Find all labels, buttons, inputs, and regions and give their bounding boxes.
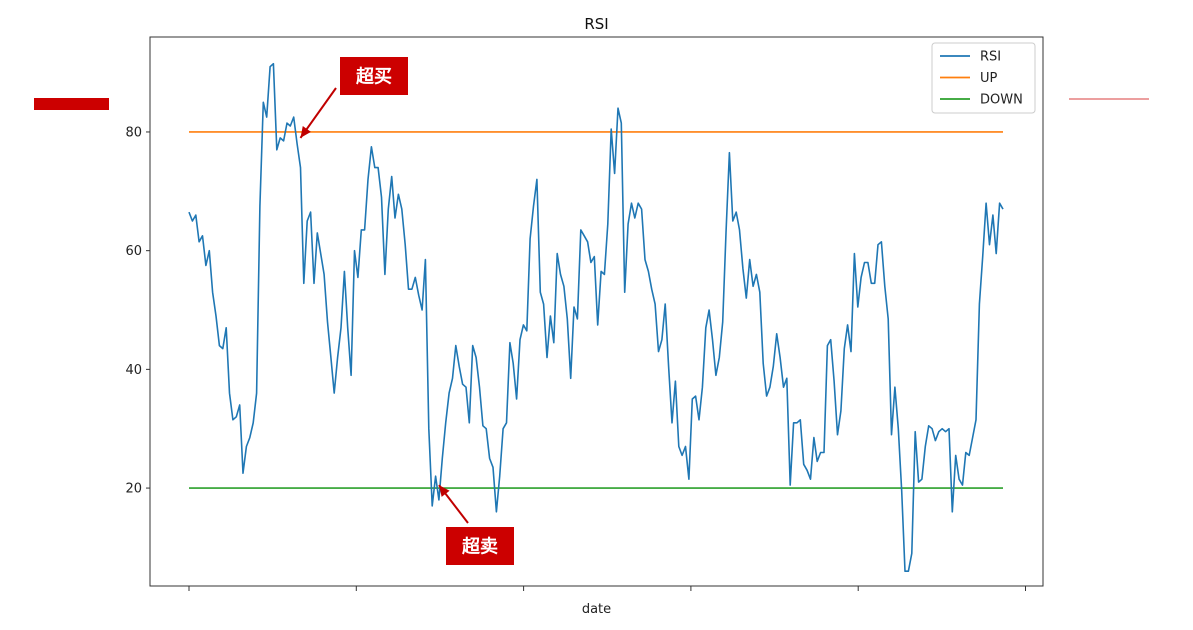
chart-title: RSI — [584, 15, 608, 33]
annotation-box — [340, 57, 408, 95]
plot-area — [188, 62, 1004, 573]
legend: RSI UP DOWN — [931, 42, 1036, 114]
annotation-label: 超卖 — [462, 536, 498, 558]
series-line-rsi — [188, 62, 1004, 573]
x-axis — [188, 586, 1026, 591]
y-tick-label: 80 — [125, 125, 142, 140]
left-red-bar — [34, 98, 109, 110]
annotation-arrowhead — [438, 485, 450, 497]
axes-frame — [149, 36, 1044, 587]
legend-label-down: DOWN — [980, 93, 1023, 108]
legend-label-rsi: RSI — [980, 50, 1001, 65]
legend-label-up: UP — [980, 71, 998, 86]
y-tick-label: 20 — [125, 482, 142, 497]
annotation-box — [446, 527, 514, 565]
annotation-label: 超买 — [356, 66, 392, 88]
annotation-arrowhead — [300, 126, 311, 138]
x-axis-label: date — [582, 602, 611, 617]
annotation: 超卖 — [438, 484, 514, 565]
y-tick-label: 60 — [125, 244, 142, 259]
y-tick-label: 40 — [125, 363, 142, 378]
legend-box — [931, 42, 1036, 114]
annotation: 超买 — [299, 57, 408, 139]
y-axis: 20 40 60 80 — [125, 125, 150, 497]
